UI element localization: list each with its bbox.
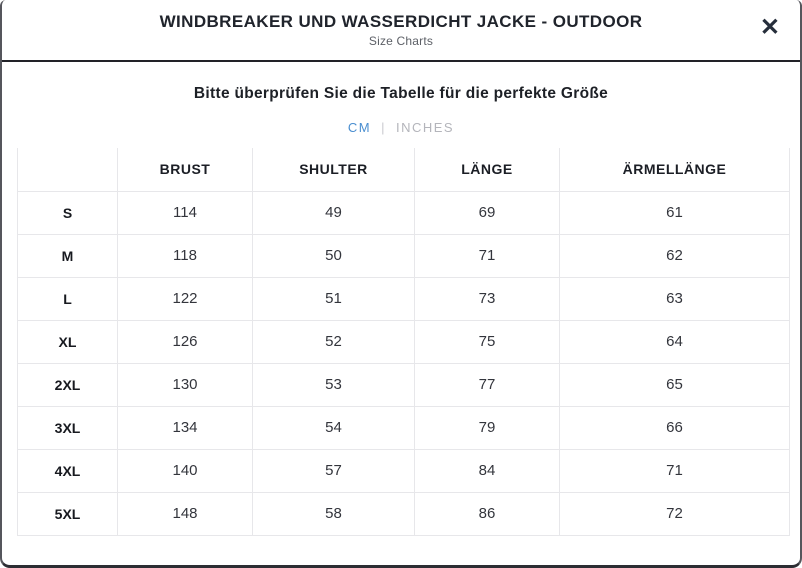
unit-separator: |	[381, 120, 386, 135]
measurement-cell: 114	[117, 191, 253, 235]
measurement-cell: 65	[559, 363, 790, 407]
size-table-container: BRUST SHULTER LÄNGE ÄRMELLÄNGE S 114 49 69 6…	[17, 148, 790, 536]
size-label: 5XL	[17, 492, 118, 536]
column-header-shulter: SHULTER	[252, 148, 415, 192]
column-header-aermellaenge: ÄRMELLÄNGE	[559, 148, 790, 192]
modal-subtitle: Size Charts	[368, 34, 434, 49]
modal-header: WINDBREAKER UND WASSERDICHT JACKE - OUTD…	[2, 0, 800, 62]
measurement-cell: 72	[559, 492, 790, 536]
size-label: M	[17, 234, 118, 278]
table-row: 2XL 130 53 77 65	[17, 363, 790, 407]
measurement-cell: 64	[559, 320, 790, 364]
measurement-cell: 130	[117, 363, 253, 407]
modal-body: Bitte überprüfen Sie die Tabelle für die…	[2, 62, 800, 536]
table-row: 5XL 148 58 86 72	[17, 492, 790, 536]
table-row: M 118 50 71 62	[17, 234, 790, 278]
measurement-cell: 49	[252, 191, 415, 235]
measurement-cell: 50	[252, 234, 415, 278]
measurement-cell: 73	[414, 277, 560, 321]
measurement-cell: 79	[414, 406, 560, 450]
size-chart-heading: Bitte überprüfen Sie die Tabelle für die…	[193, 85, 609, 102]
size-label: 2XL	[17, 363, 118, 407]
measurement-cell: 62	[559, 234, 790, 278]
table-row: 4XL 140 57 84 71	[17, 449, 790, 493]
measurement-cell: 122	[117, 277, 253, 321]
tab-cm[interactable]: CM	[347, 120, 372, 135]
size-label: XL	[17, 320, 118, 364]
measurement-cell: 77	[414, 363, 560, 407]
size-label: S	[17, 191, 118, 235]
table-row: L 122 51 73 63	[17, 277, 790, 321]
table-row: S 114 49 69 61	[17, 191, 790, 235]
measurement-cell: 86	[414, 492, 560, 536]
measurement-cell: 51	[252, 277, 415, 321]
column-header-laenge: LÄNGE	[414, 148, 560, 192]
measurement-cell: 84	[414, 449, 560, 493]
measurement-cell: 57	[252, 449, 415, 493]
measurement-cell: 148	[117, 492, 253, 536]
size-label: 4XL	[17, 449, 118, 493]
measurement-cell: 54	[252, 406, 415, 450]
size-label: 3XL	[17, 406, 118, 450]
measurement-cell: 134	[117, 406, 253, 450]
measurement-cell: 53	[252, 363, 415, 407]
close-icon[interactable]: ✕	[756, 12, 784, 44]
measurement-cell: 126	[117, 320, 253, 364]
measurement-cell: 71	[559, 449, 790, 493]
unit-toggle: CM | INCHES	[2, 120, 800, 135]
measurement-cell: 58	[252, 492, 415, 536]
measurement-cell: 118	[117, 234, 253, 278]
measurement-cell: 69	[414, 191, 560, 235]
measurement-cell: 140	[117, 449, 253, 493]
tab-inches[interactable]: INCHES	[395, 120, 455, 135]
table-header-row: BRUST SHULTER LÄNGE ÄRMELLÄNGE	[17, 148, 790, 192]
measurement-cell: 71	[414, 234, 560, 278]
column-header-brust: BRUST	[117, 148, 253, 192]
size-table-body: S 114 49 69 61 M 118 50 71 62 L 122 51 73 63 XL 126 52 75 6…	[17, 191, 790, 536]
measurement-cell: 63	[559, 277, 790, 321]
measurement-cell: 75	[414, 320, 560, 364]
size-label: L	[17, 277, 118, 321]
product-title: WINDBREAKER UND WASSERDICHT JACKE - OUTD…	[159, 11, 643, 31]
table-row: 3XL 134 54 79 66	[17, 406, 790, 450]
measurement-cell: 61	[559, 191, 790, 235]
size-table: BRUST SHULTER LÄNGE ÄRMELLÄNGE S 114 49 69 6…	[17, 148, 790, 536]
measurement-cell: 52	[252, 320, 415, 364]
measurement-cell: 66	[559, 406, 790, 450]
column-header-size	[17, 148, 118, 192]
table-row: XL 126 52 75 64	[17, 320, 790, 364]
